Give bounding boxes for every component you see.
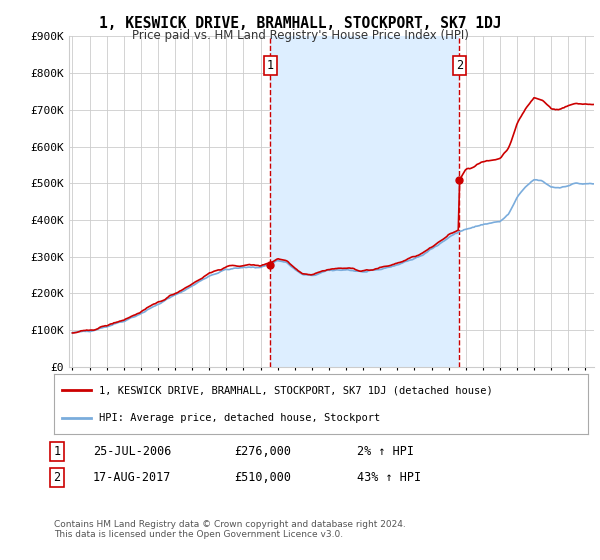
Text: Contains HM Land Registry data © Crown copyright and database right 2024.
This d: Contains HM Land Registry data © Crown c… [54, 520, 406, 539]
Text: 1: 1 [53, 445, 61, 458]
Text: 1, KESWICK DRIVE, BRAMHALL, STOCKPORT, SK7 1DJ: 1, KESWICK DRIVE, BRAMHALL, STOCKPORT, S… [99, 16, 501, 31]
Text: £276,000: £276,000 [234, 445, 291, 458]
Text: Price paid vs. HM Land Registry's House Price Index (HPI): Price paid vs. HM Land Registry's House … [131, 29, 469, 42]
Text: 25-JUL-2006: 25-JUL-2006 [93, 445, 172, 458]
Text: 43% ↑ HPI: 43% ↑ HPI [357, 470, 421, 484]
Text: 1: 1 [267, 59, 274, 72]
Text: 17-AUG-2017: 17-AUG-2017 [93, 470, 172, 484]
Text: HPI: Average price, detached house, Stockport: HPI: Average price, detached house, Stoc… [100, 413, 380, 423]
Text: 2: 2 [456, 59, 463, 72]
Text: 2% ↑ HPI: 2% ↑ HPI [357, 445, 414, 458]
Text: £510,000: £510,000 [234, 470, 291, 484]
Text: 2: 2 [53, 470, 61, 484]
Text: 1, KESWICK DRIVE, BRAMHALL, STOCKPORT, SK7 1DJ (detached house): 1, KESWICK DRIVE, BRAMHALL, STOCKPORT, S… [100, 385, 493, 395]
Bar [270, 36, 460, 367]
